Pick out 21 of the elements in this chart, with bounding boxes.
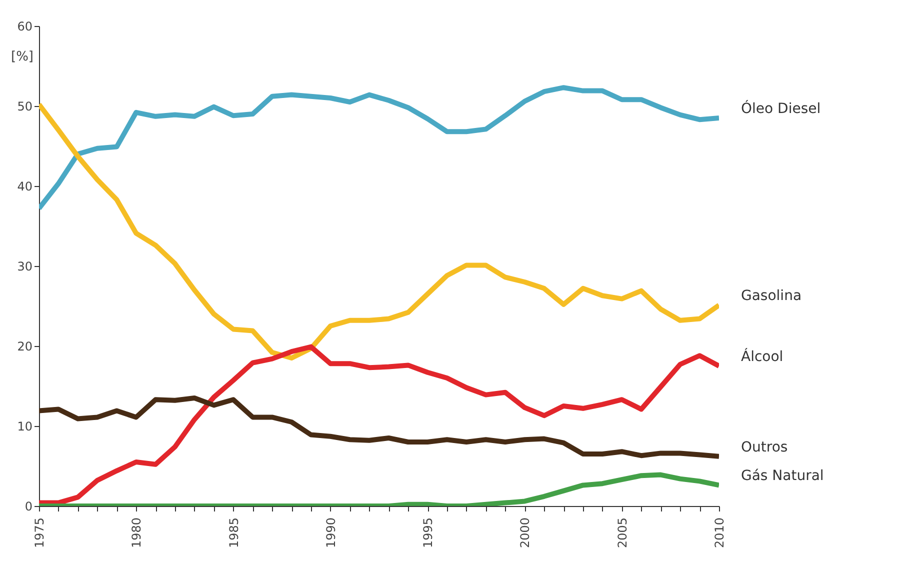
series-label: Álcool [741, 348, 784, 365]
y-tick-label: 10 [17, 420, 32, 434]
x-tick-label: 2005 [615, 518, 630, 548]
x-tick-label: 1980 [130, 518, 144, 548]
series-label: Outros [741, 439, 788, 456]
series-label: Óleo Diesel [741, 100, 821, 117]
x-tick-label: 2010 [712, 518, 726, 548]
x-tick-label: 1985 [226, 518, 241, 548]
x-tick-label: 1995 [421, 518, 436, 548]
y-tick-label: 40 [17, 180, 32, 194]
x-tick-label: 1990 [324, 518, 338, 548]
y-tick-label: 50 [17, 100, 32, 114]
y-tick-label: 20 [17, 340, 32, 354]
series-label: Gás Natural [741, 468, 824, 484]
y-axis-title: [%] [11, 50, 34, 64]
y-tick-label: 30 [17, 260, 32, 274]
y-tick-label: 0 [24, 500, 32, 514]
series-label: Gasolina [741, 288, 802, 304]
y-tick-label: 60 [17, 20, 32, 34]
x-tick-label: 2000 [518, 518, 532, 548]
x-tick-label: 1975 [32, 518, 46, 548]
